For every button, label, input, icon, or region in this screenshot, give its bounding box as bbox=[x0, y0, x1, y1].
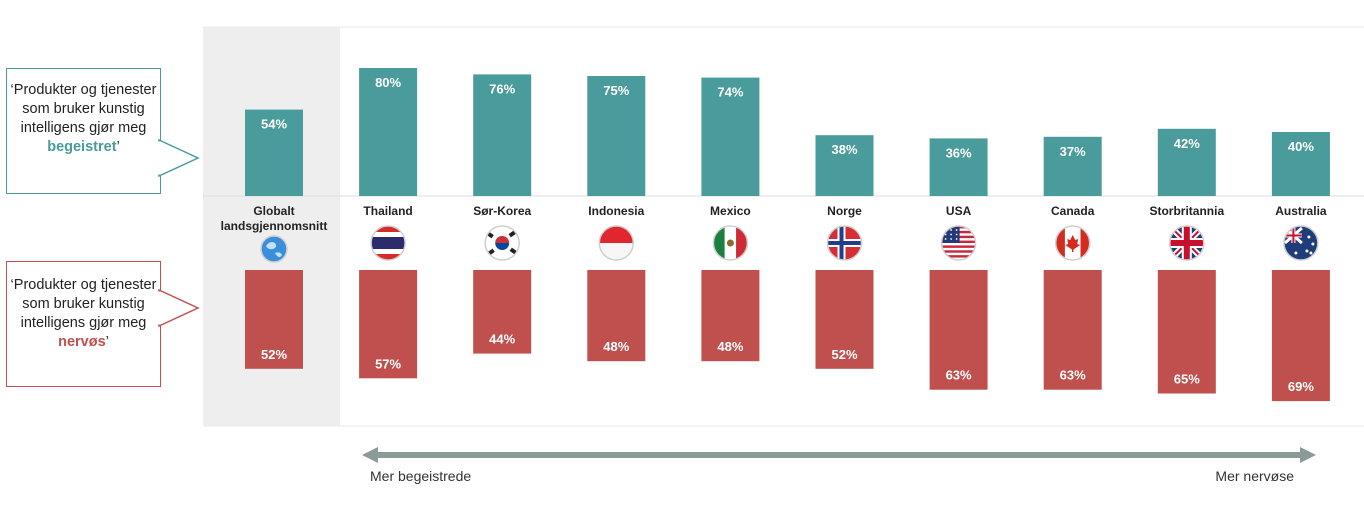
callout-nervous-pointer bbox=[158, 288, 200, 328]
arrow-left-label: Mer begeistrede bbox=[370, 468, 472, 484]
flag-ring bbox=[826, 225, 863, 261]
callout-excited: ‘Produkter og tjenester som bruker kunst… bbox=[6, 68, 161, 194]
bar-nervous bbox=[1043, 270, 1102, 390]
arrow-left-head bbox=[362, 447, 378, 463]
callout-nervous: ‘Produkter og tjenester som bruker kunst… bbox=[6, 261, 161, 387]
callout-excited-suffix: ’ bbox=[116, 139, 120, 155]
usa-flag-icon bbox=[940, 225, 977, 261]
uk-flag-icon bbox=[1169, 225, 1205, 261]
data-label-excited: 37% bbox=[1060, 144, 1086, 159]
category-label: Canada bbox=[1051, 204, 1095, 218]
globe-icon bbox=[260, 235, 288, 263]
bar-excited bbox=[473, 74, 532, 196]
bar-nervous bbox=[473, 270, 532, 354]
bar-nervous bbox=[359, 270, 418, 379]
data-label-nervous: 69% bbox=[1288, 379, 1314, 394]
bar-excited bbox=[1157, 128, 1216, 196]
data-label-nervous: 44% bbox=[489, 332, 515, 347]
flag-ring bbox=[260, 235, 288, 263]
data-label-nervous: 48% bbox=[717, 339, 743, 354]
bar-nervous bbox=[701, 270, 760, 362]
bar-nervous bbox=[1271, 270, 1330, 402]
data-label-nervous: 57% bbox=[375, 356, 401, 371]
category-label: USA bbox=[946, 204, 972, 218]
bar-nervous bbox=[245, 270, 303, 369]
category-label: Globalt bbox=[253, 204, 294, 218]
south-korea-flag-icon bbox=[484, 225, 520, 261]
callout-nervous-highlight: nervøs bbox=[58, 334, 106, 350]
bar-excited bbox=[1043, 136, 1102, 196]
arrow-right-label: Mer nervøse bbox=[1215, 468, 1294, 484]
category-label: Norge bbox=[827, 204, 862, 218]
data-label-nervous: 65% bbox=[1174, 372, 1200, 387]
data-label-nervous: 63% bbox=[946, 368, 972, 383]
bar-nervous bbox=[929, 270, 988, 390]
flag-ring bbox=[1283, 225, 1319, 261]
category-label: Storbritannia bbox=[1149, 204, 1224, 218]
callout-excited-highlight: begeistret bbox=[47, 139, 117, 155]
flag-ring bbox=[1054, 225, 1091, 261]
bar-nervous bbox=[815, 270, 874, 369]
data-label-nervous: 52% bbox=[261, 347, 287, 362]
category-label: Mexico bbox=[710, 204, 751, 218]
data-label-excited: 54% bbox=[261, 117, 287, 132]
category-label: Thailand bbox=[363, 204, 412, 218]
category-label: Australia bbox=[1275, 204, 1327, 218]
indonesia-flag-icon bbox=[598, 225, 635, 261]
bar-excited bbox=[359, 68, 418, 196]
australia-flag-icon bbox=[1283, 225, 1319, 261]
data-label-excited: 38% bbox=[831, 142, 857, 157]
bar-excited bbox=[929, 138, 988, 196]
callout-nervous-text: ‘Produkter og tjenester som bruker kunst… bbox=[10, 277, 157, 331]
bar-nervous bbox=[1157, 270, 1216, 394]
data-label-excited: 75% bbox=[603, 83, 629, 98]
arrow-right-head bbox=[1300, 447, 1316, 463]
flag-ring bbox=[712, 225, 749, 261]
callout-nervous-suffix: ’ bbox=[105, 334, 109, 350]
bar-excited bbox=[701, 77, 760, 196]
callout-excited-text: ‘Produkter og tjenester som bruker kunst… bbox=[10, 82, 157, 136]
data-label-nervous: 63% bbox=[1060, 368, 1086, 383]
callout-excited-pointer bbox=[158, 138, 200, 178]
data-label-excited: 80% bbox=[375, 75, 401, 90]
flag-ring bbox=[484, 225, 520, 261]
flag-ring bbox=[370, 225, 406, 261]
flag-ring bbox=[1169, 225, 1205, 261]
norway-flag-icon bbox=[826, 225, 863, 261]
bar-excited bbox=[1271, 132, 1330, 196]
data-label-nervous: 48% bbox=[603, 339, 629, 354]
mexico-flag-icon bbox=[712, 225, 749, 261]
bar-excited bbox=[245, 109, 303, 196]
bar-excited bbox=[587, 76, 646, 196]
flag-ring bbox=[598, 225, 635, 261]
data-label-excited: 42% bbox=[1174, 136, 1200, 151]
data-label-excited: 40% bbox=[1288, 139, 1314, 154]
category-label: Sør-Korea bbox=[473, 204, 531, 218]
category-label: Indonesia bbox=[588, 204, 644, 218]
bar-excited bbox=[815, 135, 874, 196]
thailand-flag-icon bbox=[370, 225, 406, 261]
data-label-excited: 36% bbox=[946, 145, 972, 160]
canada-flag-icon bbox=[1054, 225, 1091, 261]
category-label: landsgjennomsnitt bbox=[221, 219, 328, 233]
data-label-nervous: 52% bbox=[831, 347, 857, 362]
data-label-excited: 74% bbox=[717, 85, 743, 100]
bar-nervous bbox=[587, 270, 646, 362]
flag-ring bbox=[940, 225, 977, 261]
data-label-excited: 76% bbox=[489, 81, 515, 96]
